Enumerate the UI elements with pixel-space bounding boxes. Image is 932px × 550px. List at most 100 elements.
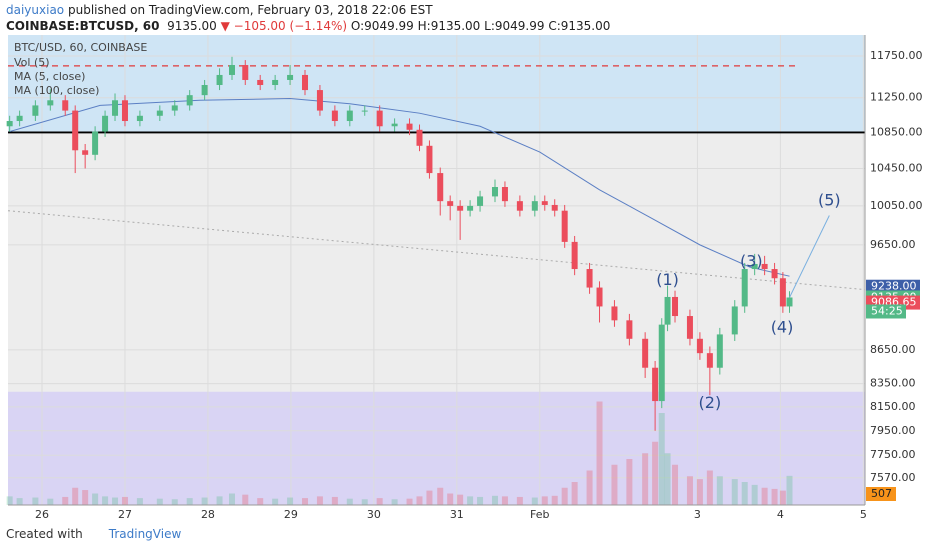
y-tick-label: 8650.00 bbox=[870, 343, 916, 356]
volume-bar bbox=[491, 495, 498, 505]
candle-body bbox=[611, 306, 618, 321]
volume-bar bbox=[6, 496, 13, 505]
volume-bar bbox=[731, 479, 738, 505]
candle-body bbox=[112, 100, 119, 116]
y-tick-label: 10850.00 bbox=[870, 125, 923, 138]
wave-label: (4) bbox=[771, 317, 794, 336]
volume-bar bbox=[426, 490, 433, 505]
candle-body bbox=[242, 65, 249, 80]
volume-bar bbox=[228, 493, 235, 505]
x-tick-label: 5 bbox=[860, 508, 867, 521]
candle-body bbox=[541, 201, 548, 205]
volume-bar bbox=[741, 482, 748, 505]
author[interactable]: daiyuxiao bbox=[6, 3, 65, 17]
legend-entry: MA (100, close) bbox=[14, 84, 99, 97]
volume-bar bbox=[437, 487, 444, 505]
candle-body bbox=[302, 74, 309, 91]
volume-bar bbox=[216, 496, 223, 505]
volume-bar bbox=[467, 496, 474, 505]
candle-body bbox=[561, 210, 568, 242]
volume-bar bbox=[626, 459, 633, 505]
wave-label: (2) bbox=[699, 393, 722, 412]
countdown: 54:25 bbox=[871, 304, 903, 317]
volume-bar bbox=[376, 498, 383, 505]
candle-body bbox=[92, 131, 99, 155]
volume-bar bbox=[716, 476, 723, 505]
volume-bar bbox=[664, 453, 671, 505]
volume-bar bbox=[72, 487, 79, 505]
symbol: COINBASE:BTCUSD, 60 bbox=[6, 19, 160, 33]
volume-bar bbox=[751, 484, 758, 505]
zone bbox=[8, 391, 865, 505]
volume-bar bbox=[501, 496, 508, 505]
candle-body bbox=[516, 201, 523, 211]
candle-body bbox=[551, 204, 558, 211]
volume-bar bbox=[121, 496, 128, 505]
candle-body bbox=[426, 145, 433, 174]
volume-bar bbox=[416, 496, 423, 505]
ma-line bbox=[9, 98, 790, 277]
legend-entry: Vol (5) bbox=[14, 56, 50, 69]
last: 9135.00 bbox=[167, 19, 217, 33]
candle-body bbox=[586, 269, 593, 288]
volume-bar bbox=[642, 453, 649, 505]
price-badge-label: 9238.00 bbox=[871, 280, 917, 293]
volume-bar bbox=[551, 495, 558, 505]
candle-body bbox=[477, 196, 484, 206]
y-tick-label: 11750.00 bbox=[870, 49, 923, 62]
volume-bar bbox=[447, 493, 454, 505]
countdown-bg bbox=[866, 304, 906, 319]
brand[interactable]: TradingView bbox=[108, 527, 182, 541]
candle-body bbox=[779, 278, 786, 307]
volume-bar bbox=[16, 498, 23, 505]
legend-entry: MA (5, close) bbox=[14, 70, 85, 83]
volume-badge-label: 507 bbox=[871, 487, 892, 500]
volume-bar bbox=[771, 488, 778, 505]
volume-bar bbox=[786, 475, 793, 505]
candle-body bbox=[642, 338, 649, 368]
candle-body bbox=[437, 173, 444, 202]
volume-bar bbox=[82, 490, 89, 505]
ohlc: C:9135.00 bbox=[548, 19, 611, 33]
wave-label: (1) bbox=[656, 270, 679, 289]
header-line: daiyuxiao published on TradingView.com, … bbox=[6, 2, 610, 18]
candle-body bbox=[47, 100, 54, 106]
y-tick-label: 7750.00 bbox=[870, 448, 916, 461]
candle-body bbox=[501, 187, 508, 202]
price-badge bbox=[866, 279, 920, 294]
volume-bar bbox=[186, 498, 193, 505]
volume-bar bbox=[62, 496, 69, 505]
chart: (1) (2) (3) (4) (5) BTC/USD, 60, COINBASE Vol … bbox=[6, 35, 923, 521]
volume-bar bbox=[531, 497, 538, 505]
candle-body bbox=[706, 353, 713, 368]
candle-body bbox=[664, 296, 671, 325]
candle-body bbox=[361, 110, 368, 112]
volume-bar bbox=[586, 470, 593, 505]
volume-bar bbox=[391, 499, 398, 505]
volume-bar bbox=[287, 497, 294, 505]
candle-body bbox=[102, 115, 109, 132]
ohlc: L:9049.99 bbox=[484, 19, 545, 33]
volume-bar bbox=[541, 496, 548, 505]
volume-bar bbox=[571, 482, 578, 505]
candle-body bbox=[257, 79, 264, 86]
candle-body bbox=[391, 123, 398, 127]
x-tick-label: 27 bbox=[118, 508, 132, 521]
candle-body bbox=[596, 287, 603, 307]
y-tick-label: 7570.00 bbox=[870, 471, 916, 484]
candle-body bbox=[672, 296, 679, 317]
y-tick-label: 11250.00 bbox=[870, 91, 923, 104]
candle-body bbox=[761, 263, 768, 270]
candle-body bbox=[171, 105, 178, 111]
candle-body bbox=[376, 110, 383, 127]
volume-bar bbox=[302, 498, 309, 505]
candle-body bbox=[652, 367, 659, 402]
candle-body bbox=[228, 65, 235, 75]
volume-bar bbox=[761, 487, 768, 505]
volume-bar bbox=[457, 494, 464, 505]
candle-body bbox=[741, 269, 748, 307]
x-tick-label: 29 bbox=[284, 508, 298, 521]
volume-bar bbox=[686, 476, 693, 505]
volume-bar bbox=[171, 499, 178, 505]
candle-body bbox=[121, 100, 128, 122]
